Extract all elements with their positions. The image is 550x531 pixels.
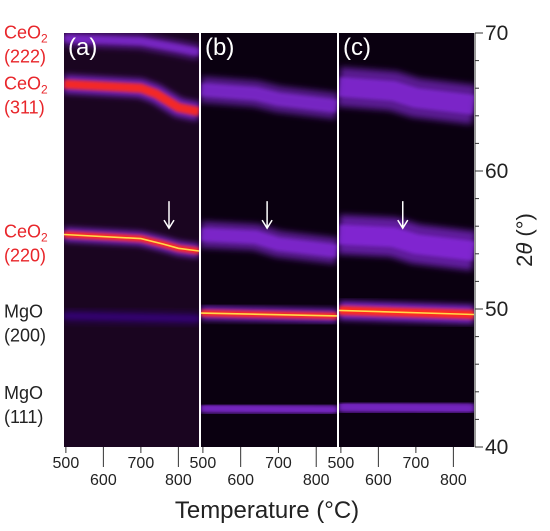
peak-labels: CeO2(222)CeO2(311)CeO2(220)MgO(200)MgO(1… [4,23,48,427]
diffraction-band [64,79,199,117]
panel-label: (a) [68,34,97,61]
diffraction-band-core [201,312,337,317]
panel-a: (a) [64,33,199,447]
diffraction-band [201,83,337,113]
diffraction-band [339,76,474,115]
peak-label-compound: CeO2 [4,23,48,46]
y-tick-label: 60 [485,160,508,183]
x-axis-label: Temperature (°C) [175,497,359,524]
arrow-annotation [261,201,273,230]
x-tick-label: 800 [165,472,192,489]
panel-c: (c) [339,33,474,447]
x-tick-label: 700 [128,455,155,472]
arrow-annotation [397,201,409,230]
x-tick-label: 800 [440,472,467,489]
peak-label-hkl: (111) [4,407,43,427]
x-tick-label: 500 [328,455,355,472]
panel-b: (b) [201,33,337,447]
panel-label: (c) [343,34,371,61]
peak-label-mgo111: MgO (111) [4,383,43,427]
peak-label-mgo200: MgO (200) [4,301,46,345]
peak-label-hkl: (220) [4,245,46,265]
x-tick-label: 500 [53,455,80,472]
x-tick-label: 700 [265,455,292,472]
peak-label-ceo220: CeO2(220) [4,221,48,265]
y-tick-label: 40 [485,436,508,459]
x-tick-label: 700 [403,455,430,472]
peak-label-ceo222: CeO2(222) [4,23,48,67]
peak-label-compound: MgO [4,301,43,321]
peak-label-hkl: (200) [4,325,46,345]
x-tick-label: 600 [90,472,117,489]
y-axis: 70 60 50 40 2θ (°) [474,22,537,459]
diffraction-band [339,224,474,261]
peak-label-compound: CeO2 [4,74,48,97]
x-tick-label: 800 [303,472,330,489]
peak-label-hkl: (311) [4,98,45,118]
peak-label-compound: MgO [4,383,43,403]
diffraction-band-core [64,233,199,252]
diffraction-band [201,227,337,258]
x-axis: 500600700800500600700800500600700800Temp… [53,447,467,524]
heatmap-panels: (a) (b) (c) [64,33,474,447]
x-tick-label: 600 [227,472,254,489]
panel-label: (b) [205,34,234,61]
peak-label-compound: CeO2 [4,221,48,244]
diffraction-band [64,312,199,322]
diffraction-band [64,34,199,56]
x-tick-label: 500 [190,455,217,472]
diffraction-band-core [339,309,474,316]
peak-label-hkl: (222) [4,47,46,67]
y-tick-label: 70 [485,22,508,45]
x-tick-label: 600 [365,472,392,489]
arrow-annotation [163,201,175,230]
peak-label-ceo311: CeO2(311) [4,74,48,118]
y-tick-label: 50 [485,298,508,321]
diffraction-band [201,405,337,413]
diffraction-band [339,402,474,413]
y-axis-label: 2θ (°) [512,213,537,267]
